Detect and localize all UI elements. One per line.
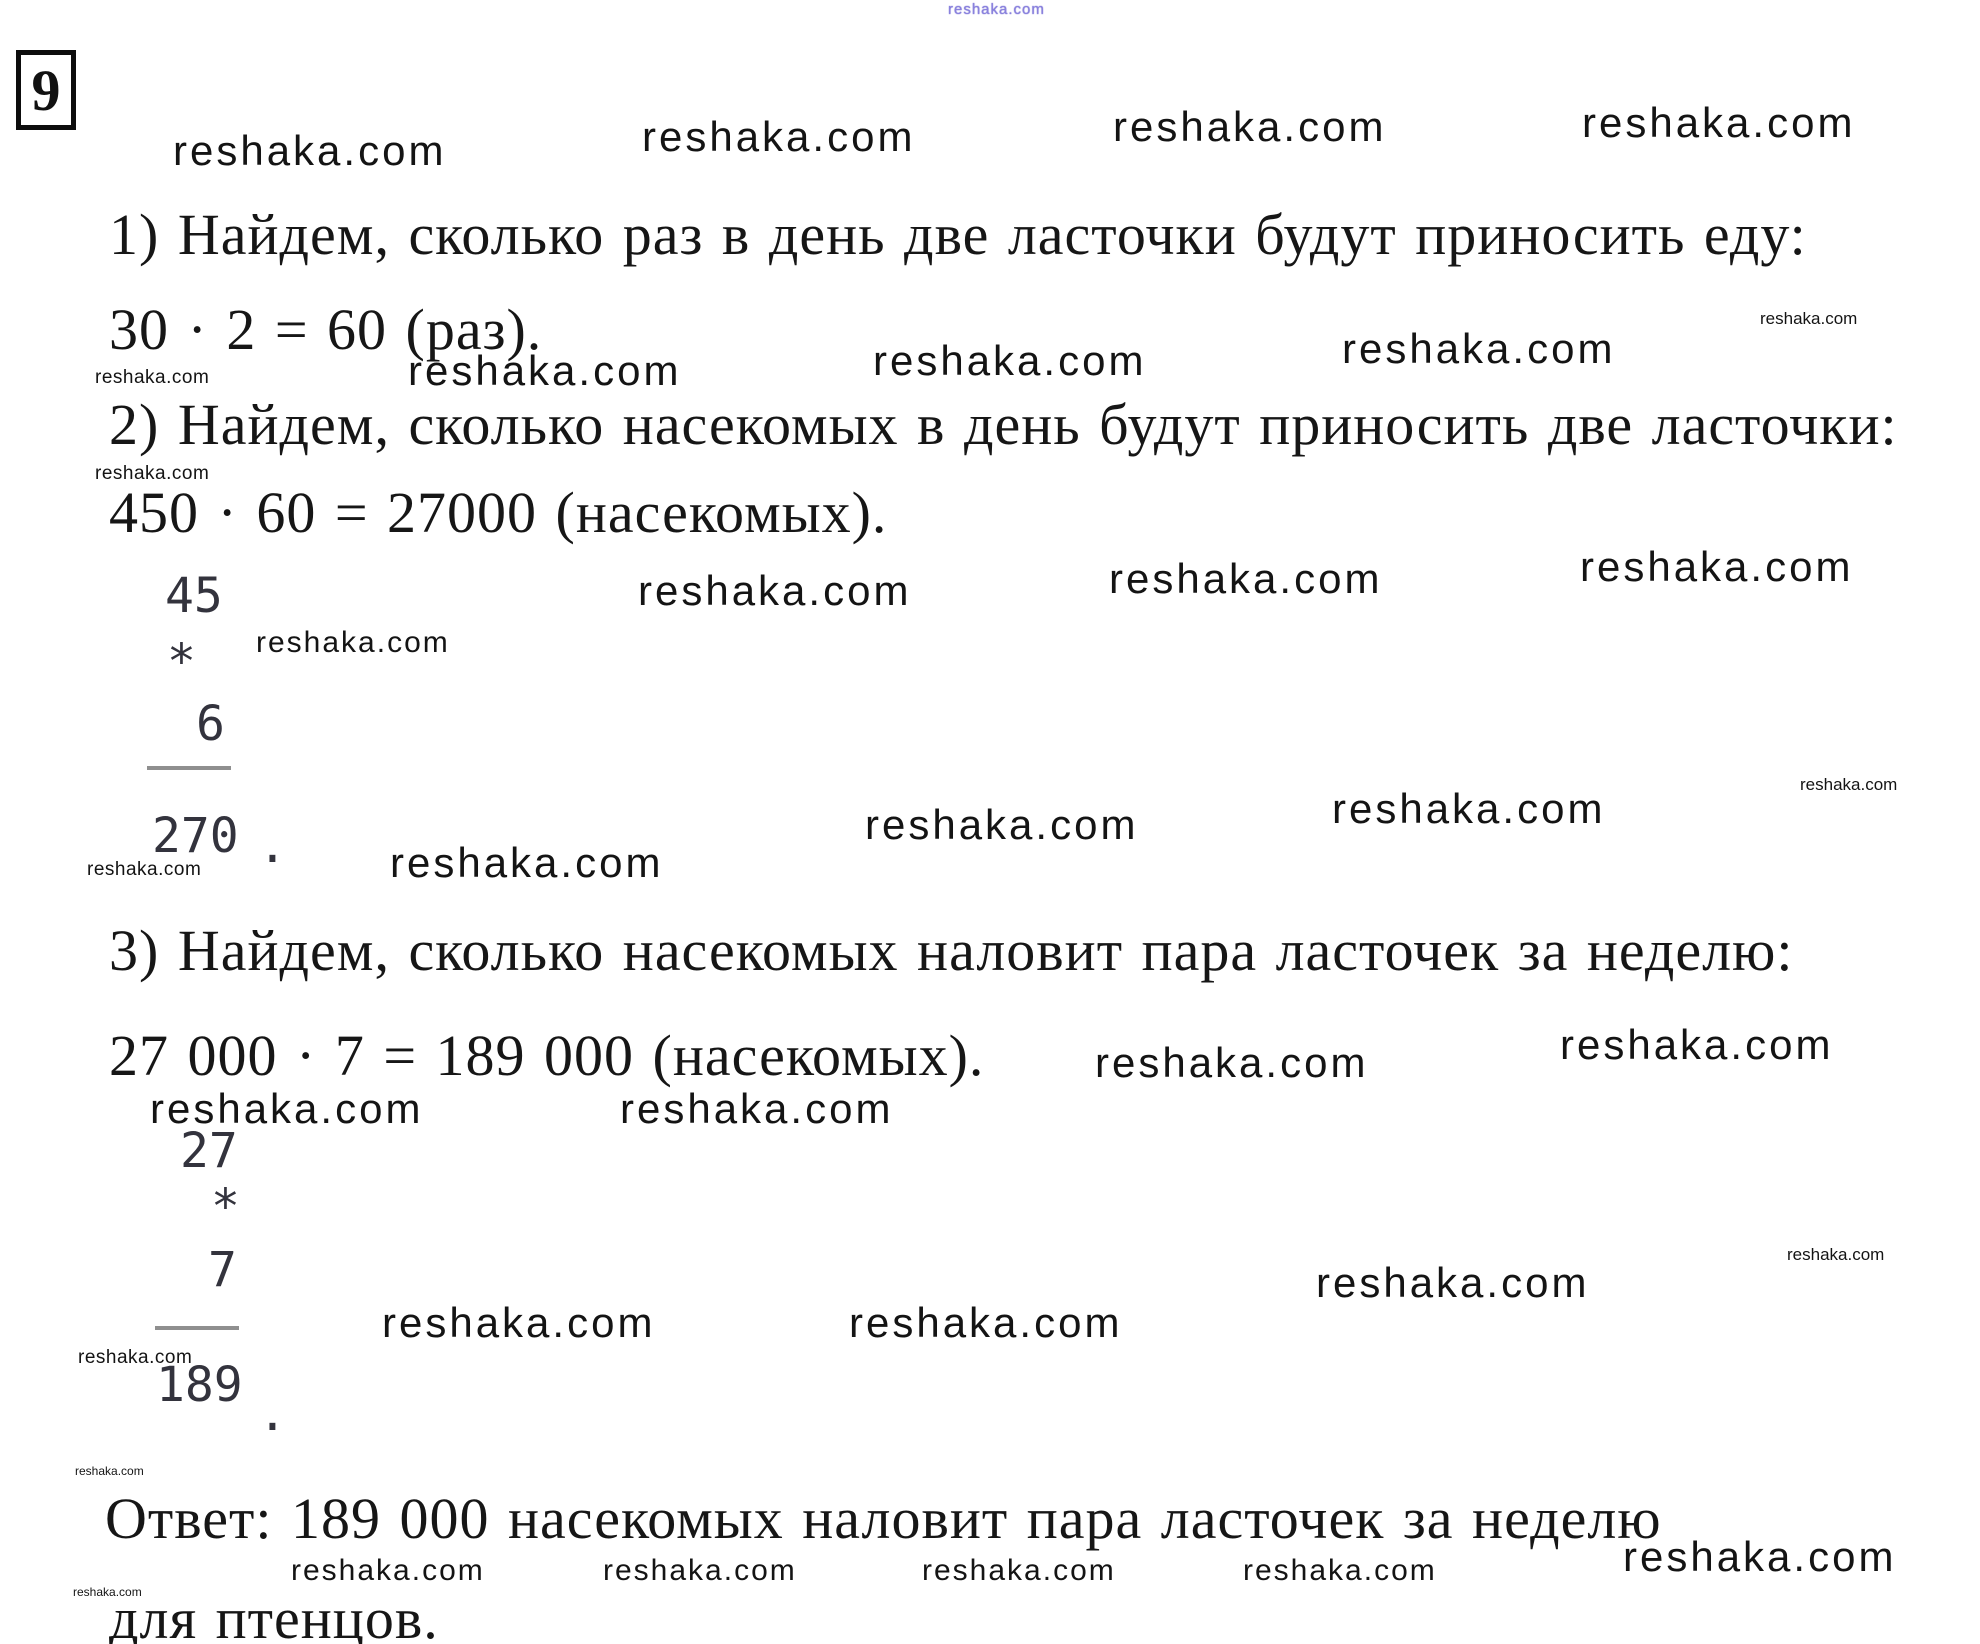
watermark: reshaka.com: [382, 1299, 656, 1346]
watermark: reshaka.com: [95, 367, 210, 388]
watermark: reshaka.com: [291, 1554, 485, 1587]
watermark: reshaka.com: [849, 1299, 1123, 1346]
step-3-label: 3) Найдем, сколько насекомых наловит пар…: [109, 918, 1794, 983]
watermark: reshaka.com: [922, 1554, 1116, 1587]
product: 189: [156, 1357, 243, 1413]
period-mark: .: [258, 1386, 287, 1442]
watermark: reshaka.com: [173, 127, 447, 174]
watermark: reshaka.com: [1316, 1259, 1590, 1306]
watermark: reshaka.com: [642, 113, 916, 160]
step-1-label: 1) Найдем, сколько раз в день две ласточ…: [109, 202, 1807, 267]
watermark: reshaka.com: [1109, 555, 1383, 602]
watermark: reshaka.com: [1243, 1554, 1437, 1587]
watermark: reshaka.com: [1800, 775, 1898, 794]
watermark: reshaka.com: [1787, 1245, 1885, 1264]
multiplier: 7: [208, 1242, 237, 1298]
vinculum-line: [155, 1326, 239, 1330]
watermark: reshaka.com: [865, 801, 1139, 848]
watermark: reshaka.com: [150, 1085, 424, 1132]
multiplicand: 27: [180, 1123, 238, 1179]
step-2-label: 2) Найдем, сколько насекомых в день буду…: [109, 392, 1898, 457]
watermark: reshaka.com: [1623, 1533, 1897, 1580]
answer-line-1: Ответ: 189 000 насекомых наловит пара ла…: [105, 1486, 1662, 1551]
watermark: reshaka.com: [1332, 785, 1606, 832]
watermark: reshaka.com: [1580, 543, 1854, 590]
watermark: reshaka.com: [95, 463, 210, 484]
watermark: reshaka.com: [1582, 99, 1856, 146]
watermark: reshaka.com: [390, 839, 664, 886]
multiplier: 6: [196, 696, 225, 752]
problem-number-box: 9: [16, 50, 76, 130]
watermark: reshaka.com: [78, 1347, 193, 1368]
watermark: reshaka.com: [1095, 1039, 1369, 1086]
step-1-equation: 30 · 2 = 60 (раз).: [109, 297, 543, 362]
watermark: reshaka.com: [256, 626, 450, 659]
watermark: reshaka.com: [948, 1, 1045, 18]
watermark: reshaka.com: [873, 337, 1147, 384]
vinculum-line: [147, 766, 231, 770]
step-3-equation: 27 000 · 7 = 189 000 (насекомых).: [109, 1023, 985, 1088]
step-2-equation: 450 · 60 = 27000 (насекомых).: [109, 480, 888, 545]
watermark: reshaka.com: [638, 567, 912, 614]
problem-number: 9: [31, 57, 61, 123]
watermark: reshaka.com: [603, 1554, 797, 1587]
watermark: reshaka.com: [408, 347, 682, 394]
multiplicand: 45: [165, 568, 223, 624]
product: 270: [152, 808, 239, 864]
watermark: reshaka.com: [75, 1464, 144, 1478]
watermark: reshaka.com: [1760, 309, 1858, 328]
period-mark: .: [258, 818, 287, 874]
watermark: reshaka.com: [1560, 1021, 1834, 1068]
watermark: reshaka.com: [1342, 325, 1616, 372]
answer-line-2: для птенцов.: [109, 1586, 439, 1644]
watermark: reshaka.com: [620, 1085, 894, 1132]
watermark: reshaka.com: [1113, 103, 1387, 150]
watermark: reshaka.com: [73, 1585, 142, 1599]
watermark: reshaka.com: [87, 859, 202, 880]
multiply-operator: *: [167, 634, 196, 690]
multiply-operator: *: [211, 1179, 240, 1235]
